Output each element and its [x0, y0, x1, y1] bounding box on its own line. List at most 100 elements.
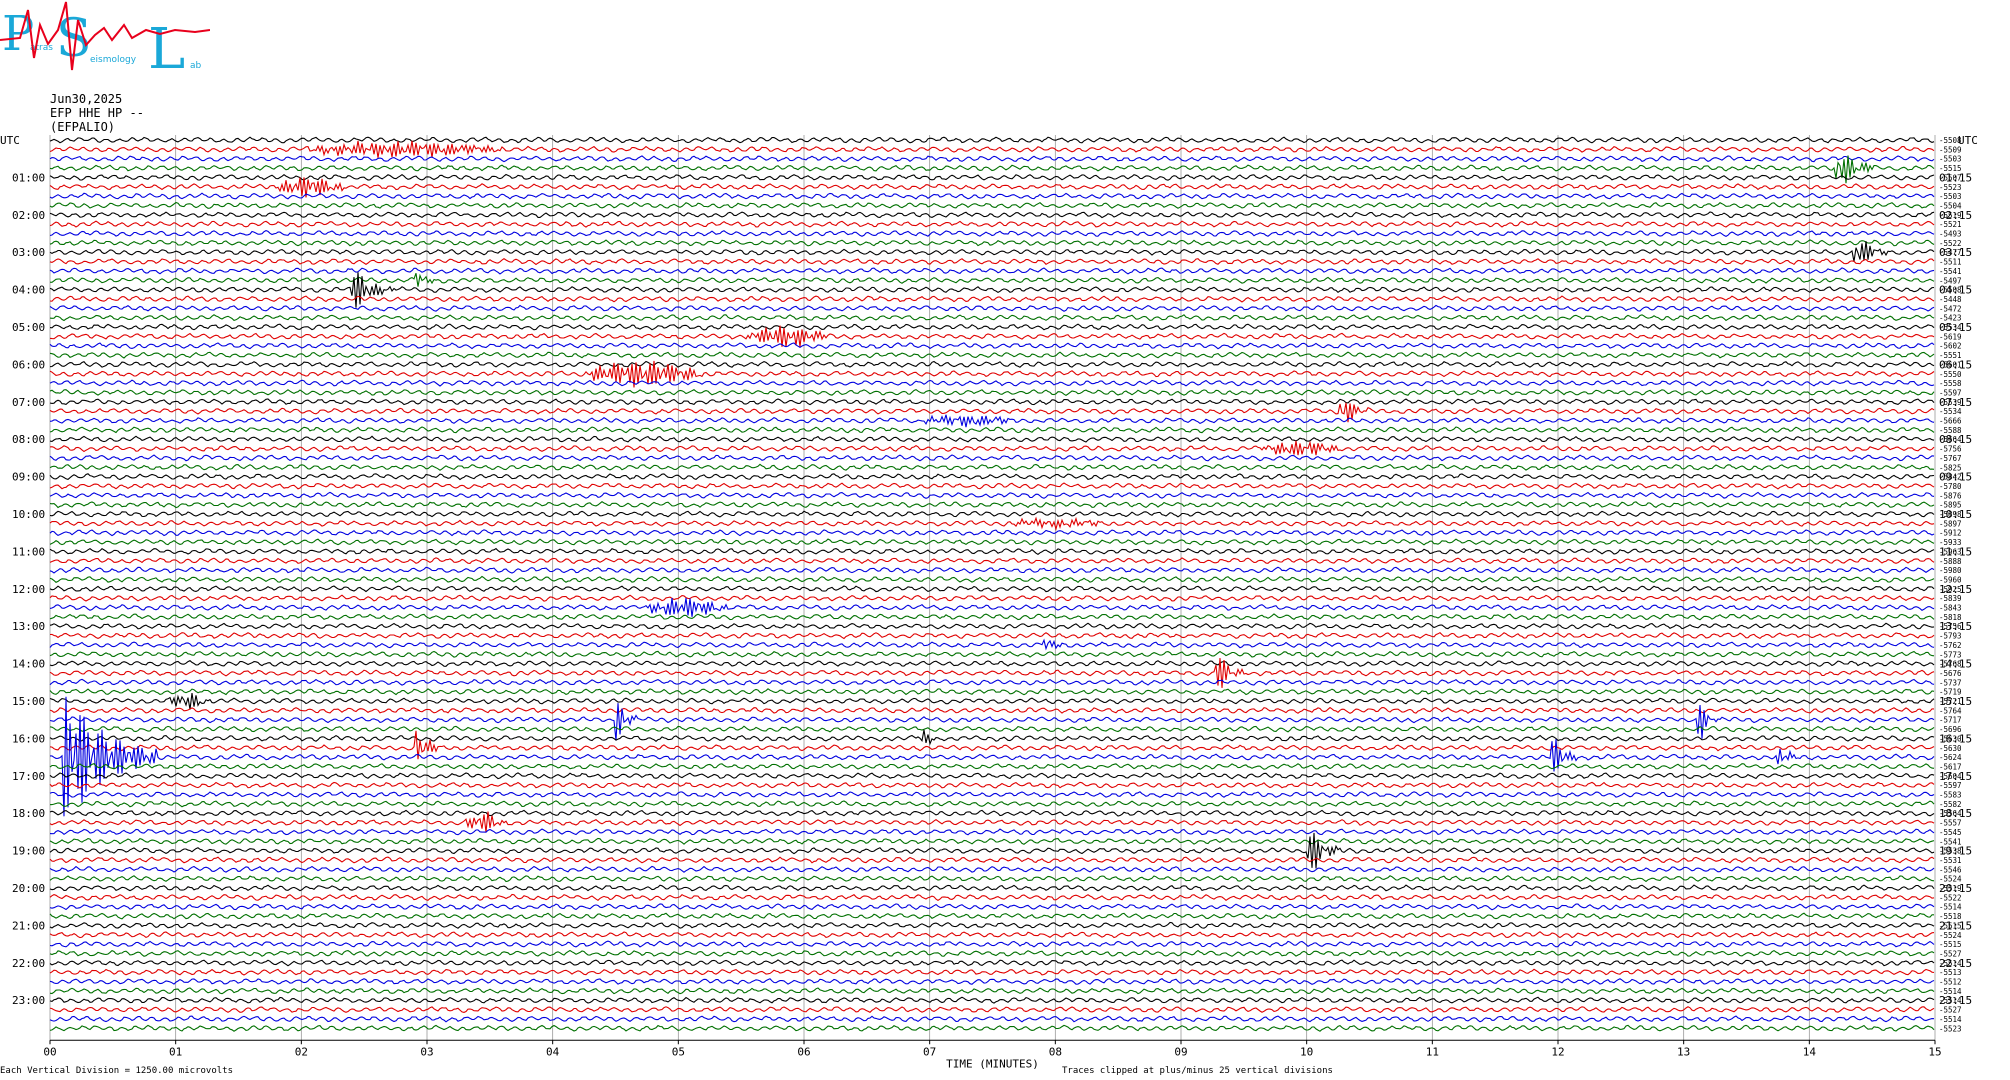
trace-row — [49, 323, 1935, 331]
trace-row — [49, 402, 1935, 423]
row-offset-label: -5503 — [1939, 155, 1962, 164]
date-label: Jun30,2025 — [50, 92, 123, 106]
trace-row — [49, 903, 1935, 911]
trace-row — [49, 940, 1935, 948]
row-offset-label: -5601 — [1939, 360, 1962, 369]
row-offset-label: -5518 — [1939, 912, 1962, 921]
logo-word-2: eismology — [90, 55, 137, 65]
x-tick-label: 07 — [923, 1045, 936, 1058]
row-offset-label: -5773 — [1939, 650, 1962, 659]
row-offset-label: -5825 — [1939, 463, 1962, 472]
trace-row — [49, 884, 1935, 892]
trace-row — [49, 220, 1935, 228]
row-offset-label: -5764 — [1939, 706, 1962, 715]
row-offset-label: -5602 — [1939, 342, 1962, 351]
x-tick-label: 03 — [420, 1045, 433, 1058]
row-offset-label: -5888 — [1939, 557, 1962, 566]
trace-row — [49, 510, 1935, 518]
hour-label-right: 11:15 — [1939, 545, 1972, 558]
row-offset-label: -5737 — [1939, 678, 1962, 687]
x-axis-title: TIME (MINUTES) — [946, 1057, 1039, 1070]
hour-label-right: 19:15 — [1939, 845, 1972, 858]
row-offset-label: -5515 — [1939, 940, 1962, 949]
trace-row — [49, 272, 1935, 308]
trace-row — [49, 140, 1935, 158]
row-offset-label: -5545 — [1939, 828, 1962, 837]
clipping-note: Traces clipped at plus/minus 25 vertical… — [1062, 1066, 1333, 1076]
row-offset-label: -5538 — [1939, 847, 1962, 856]
trace-row — [49, 730, 1935, 760]
trace-row — [49, 566, 1935, 574]
logo-word-1: atras — [30, 43, 53, 53]
hour-label-left: 16:00 — [12, 732, 45, 745]
row-offset-label: -5522 — [1939, 239, 1962, 248]
hour-label-right: 13:15 — [1939, 620, 1972, 633]
trace-row — [49, 304, 1935, 312]
row-offset-label: -5583 — [1939, 791, 1962, 800]
row-offset-label: -5721 — [1939, 697, 1962, 706]
hour-label-right: 21:15 — [1939, 919, 1972, 932]
x-tick-label: 12 — [1551, 1045, 1564, 1058]
x-tick-label: 14 — [1803, 1045, 1817, 1058]
row-offset-label: -5960 — [1939, 575, 1962, 584]
row-offset-label: -5604 — [1939, 772, 1962, 781]
row-offset-label: -5546 — [1939, 865, 1962, 874]
row-offset-label: -5912 — [1939, 529, 1962, 538]
hour-label-left: 13:00 — [12, 620, 45, 633]
utc-header-left: UTC — [0, 134, 20, 147]
vertical-division-note: Each Vertical Division = 1250.00 microvo… — [0, 1066, 233, 1076]
logo-seismic-trace — [0, 1, 210, 71]
trace-row — [49, 440, 1935, 456]
trace-row — [49, 267, 1935, 275]
trace-row — [49, 856, 1935, 864]
row-offset-label: -5508 — [1939, 136, 1962, 145]
row-offset-label: -5524 — [1939, 931, 1962, 940]
trace-row — [49, 865, 1935, 873]
row-offset-label: -5534 — [1939, 407, 1962, 416]
row-offset-label: -5523 — [1939, 183, 1962, 192]
row-offset-label: -5582 — [1939, 800, 1962, 809]
hour-label-left: 02:00 — [12, 209, 45, 222]
trace-row — [49, 463, 1935, 471]
trace-row — [49, 398, 1935, 406]
row-offset-label: -5519 — [1939, 211, 1962, 220]
trace-row — [49, 650, 1935, 658]
row-offset-label: -5762 — [1939, 641, 1962, 650]
trace-row — [49, 414, 1935, 428]
trace-row — [49, 379, 1935, 387]
hour-label-left: 22:00 — [12, 957, 45, 970]
row-offset-label: -5513 — [1939, 968, 1962, 977]
row-offset-label: -5843 — [1939, 604, 1962, 613]
row-offset-label: -5514 — [1939, 1015, 1962, 1024]
row-offset-label: -5519 — [1939, 884, 1962, 893]
trace-row — [49, 832, 1935, 869]
trace-row — [49, 594, 1935, 602]
logo-letter-l: L — [148, 17, 185, 75]
trace-row — [49, 257, 1935, 266]
hour-label-right: 20:15 — [1939, 882, 1972, 895]
hour-label-left: 18:00 — [12, 807, 45, 820]
row-offset-label: -5423 — [1939, 314, 1962, 323]
trace-row — [49, 360, 1935, 368]
row-offset-label: -5509 — [1939, 145, 1962, 154]
trace-row — [49, 912, 1934, 920]
trace-row — [49, 585, 1935, 593]
trace-row — [49, 516, 1935, 532]
hour-label-right: 12:15 — [1939, 583, 1972, 596]
row-offset-label: -5588 — [1939, 426, 1962, 435]
hour-label-right: 10:15 — [1939, 508, 1972, 521]
trace-row — [49, 351, 1935, 359]
row-offset-label: -5504 — [1939, 201, 1962, 210]
row-offset-label: -5515 — [1939, 921, 1962, 930]
x-tick-label: 09 — [1174, 1045, 1187, 1058]
row-offset-label: -5527 — [1939, 1006, 1962, 1015]
trace-row — [49, 809, 1935, 817]
row-offset-label: -5522 — [1939, 893, 1962, 902]
row-offset-label: -5539 — [1939, 398, 1962, 407]
hour-label-right: 06:15 — [1939, 358, 1972, 371]
row-offset-label: -5756 — [1939, 445, 1962, 454]
row-offset-label: -5508 — [1939, 286, 1962, 295]
row-offset-label: -5676 — [1939, 669, 1962, 678]
trace-row — [49, 875, 1935, 883]
row-offset-label: -5980 — [1939, 566, 1962, 575]
